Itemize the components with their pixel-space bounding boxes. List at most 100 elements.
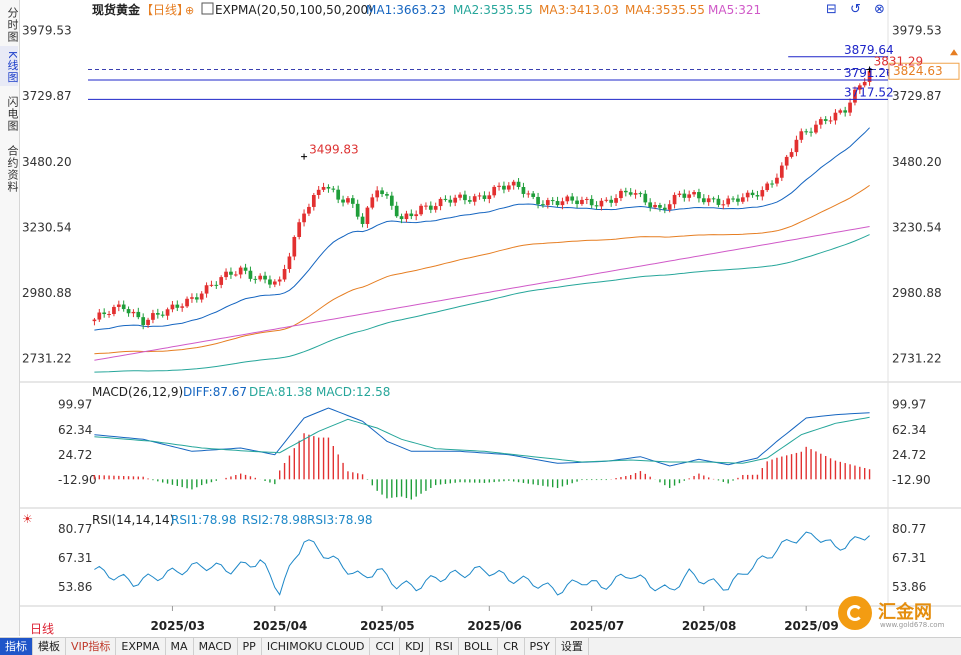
toolbar-item-4[interactable]: MA [166,638,194,655]
candle [818,119,823,125]
indicator-icon[interactable] [201,2,214,15]
brand-logo-icon [838,596,872,630]
candle [550,200,555,202]
candle [258,275,263,280]
toolbar-item-8[interactable]: CCI [370,638,401,655]
side-tab-0[interactable]: 分时图 [6,6,19,43]
candle [160,314,165,316]
toolbar-item-13[interactable]: PSY [525,638,556,655]
toolbar-item-14[interactable]: 设置 [556,638,589,655]
candle [848,102,852,113]
candle [360,216,365,224]
candle [814,124,818,133]
macd-y-tick-left: -12.90 [58,473,97,487]
toolbar-item-0[interactable]: 指标 [0,638,33,655]
x-tick: 2025/05 [360,619,414,633]
candle [404,213,409,220]
candle [453,197,458,203]
toolbar-item-1[interactable]: 模板 [33,638,66,655]
toolbar-item-11[interactable]: BOLL [459,638,499,655]
candle [131,311,136,314]
candle [560,201,565,206]
brand-name: 汇金网 [878,602,932,623]
candle [492,186,497,196]
candle [838,110,843,113]
side-tab-1[interactable]: K线图 [0,46,19,86]
candle [580,199,584,205]
candle [219,277,224,285]
candle [779,165,784,178]
macd-y-tick-left: 24.72 [58,448,92,462]
side-tab-2[interactable]: 闪电图 [6,95,19,132]
high-label: 3499.83 [309,143,359,157]
candle [794,139,799,153]
candle [443,198,448,200]
candle [238,267,243,275]
candle [643,193,648,203]
candle [214,284,219,286]
candle [409,213,414,217]
x-tick: 2025/06 [467,619,521,633]
rsi-y-tick-left: 53.86 [58,580,92,594]
toolbar-item-7[interactable]: ICHIMOKU CLOUD [262,638,371,655]
candle [653,205,657,208]
candle [648,202,653,208]
side-tab-3[interactable]: 合约资料 [6,144,19,193]
rsi-title: RSI(14,14,14) [92,513,174,527]
candle [541,204,545,206]
candle [599,200,604,207]
x-tick: 2025/09 [784,619,838,633]
price-y-tick-left: 3230.54 [22,220,72,234]
candle [487,195,492,199]
candle [121,304,126,310]
candle [784,156,789,166]
legend-ma4: MA4:3535.55 [625,3,705,17]
legend-ma3: MA3:3413.03 [539,3,619,17]
candle [594,205,599,207]
window-icon-2: ⊗ [874,2,885,17]
candle [623,190,628,193]
toolbar-item-3[interactable]: EXPMA [116,638,166,655]
candle [628,192,633,195]
candle [194,297,199,300]
candle [565,196,570,202]
candle [155,313,160,315]
price-y-tick-left: 3480.20 [22,155,72,169]
toolbar-item-5[interactable]: MACD [194,638,238,655]
candle [692,192,696,195]
candle [677,193,682,195]
ma2-line [94,234,870,373]
macd-y-tick-right: -12.90 [892,473,931,487]
rsi-y-tick-left: 67.31 [58,551,92,565]
toolbar-item-10[interactable]: RSI [430,638,459,655]
toolbar-item-2[interactable]: VIP指标 [66,638,117,655]
candle [199,293,204,300]
candle [477,195,482,197]
candle [282,269,287,280]
candle [775,177,779,184]
candle [389,195,394,206]
candle [107,314,111,316]
candle [204,285,209,294]
candle [292,236,297,257]
settings-icon: ⊕ [185,4,194,17]
candle [726,198,731,205]
toolbar-item-12[interactable]: CR [498,638,525,655]
toolbar-item-9[interactable]: KDJ [400,638,431,655]
brand-logo: 汇金网 www.gold678.com [838,596,948,632]
candle [433,206,438,210]
macd-title: MACD(26,12,9) [92,385,183,399]
candle [190,297,194,299]
period-label[interactable]: 日线 [30,622,55,636]
candle [229,271,233,275]
legend-ma5: MA5:321 [708,3,761,17]
toolbar-item-6[interactable]: PP [238,638,262,655]
candle [750,192,755,196]
macd-y-tick-right: 99.97 [892,398,926,412]
chart-area[interactable]: 3979.53 3979.53 3729.87 3729.87 3480.20 3480.… [20,0,961,636]
candle [370,197,375,208]
candle [209,284,214,286]
candle [545,200,550,206]
candle [428,205,433,210]
macd-dea-line [94,416,870,464]
